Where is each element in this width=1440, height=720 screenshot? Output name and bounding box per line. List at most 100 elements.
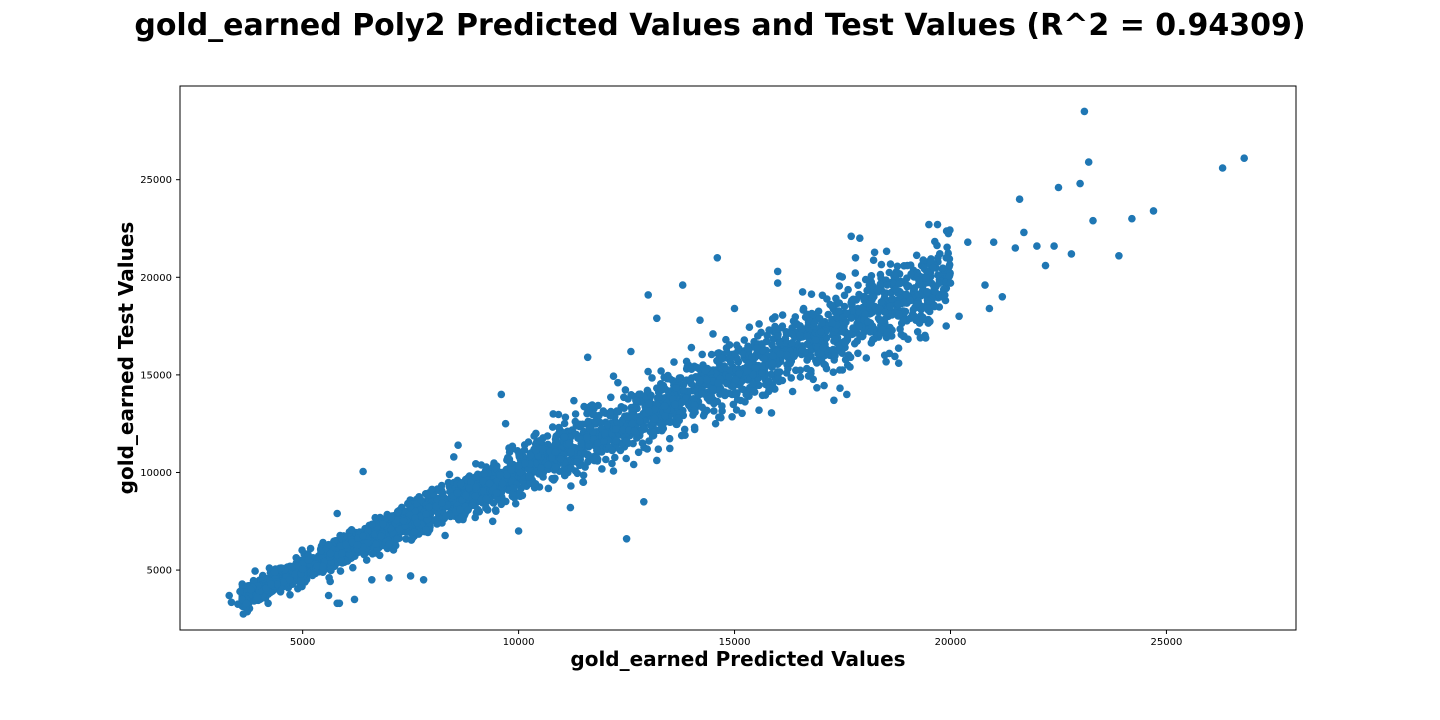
scatter-point — [707, 350, 716, 359]
scatter-point — [923, 288, 931, 296]
scatter-point — [915, 290, 924, 299]
scatter-point — [813, 359, 821, 367]
scatter-point — [666, 444, 674, 453]
scatter-point-outlier — [1033, 242, 1041, 250]
scatter-point-outlier — [817, 328, 825, 336]
scatter-point-outlier — [566, 503, 575, 512]
scatter-point — [888, 295, 896, 303]
scatter-point — [930, 302, 939, 311]
scatter-point-outlier — [251, 567, 259, 575]
scatter-point-outlier — [1020, 228, 1028, 237]
scatter-point — [607, 393, 615, 402]
scatter-point — [796, 373, 805, 381]
scatter-point — [792, 366, 800, 375]
scatter-point — [883, 328, 891, 337]
scatter-point-outlier — [419, 576, 428, 584]
scatter-point — [785, 359, 794, 367]
scatter-point-outlier — [955, 312, 963, 321]
scatter-point-outlier — [722, 335, 730, 344]
scatter-point — [718, 402, 726, 410]
scatter-point — [732, 406, 741, 414]
scatter-point-outlier — [856, 234, 864, 242]
scatter-point-outlier — [514, 527, 523, 535]
scatter-point — [891, 285, 900, 294]
scatter-point — [935, 279, 943, 288]
y-tick-label: 10000 — [140, 468, 172, 479]
scatter-point-outlier — [532, 429, 540, 438]
scatter-point — [798, 288, 807, 296]
scatter-point — [690, 406, 699, 415]
scatter-point — [567, 448, 575, 457]
scatter-point — [629, 460, 638, 469]
scatter-point — [913, 300, 922, 308]
scatter-point — [698, 350, 706, 359]
scatter-point — [645, 399, 653, 408]
scatter-point — [306, 544, 315, 553]
scatter-point — [847, 314, 855, 322]
scatter-point-outlier — [730, 304, 739, 313]
scatter-point — [525, 472, 533, 481]
scatter-point — [594, 439, 602, 447]
scatter-point-outlier — [277, 564, 285, 572]
scatter-point-outlier — [225, 591, 233, 600]
scatter-point-outlier — [622, 535, 631, 543]
scatter-point — [782, 328, 790, 336]
scatter-point — [845, 330, 853, 338]
scatter-point — [326, 549, 335, 558]
scatter-point — [698, 389, 706, 398]
scatter-point — [654, 445, 663, 454]
scatter-point-outlier — [471, 492, 480, 500]
scatter-point — [758, 340, 766, 348]
scatter-point — [894, 344, 903, 353]
scatter-point — [803, 356, 811, 364]
y-axis-label: gold_earned Test Values — [114, 222, 138, 495]
scatter-point-outlier — [1011, 244, 1020, 252]
scatter-point — [456, 505, 464, 514]
scatter-point — [368, 520, 377, 529]
scatter-point-outlier — [773, 267, 782, 276]
scatter-point-outlier — [333, 509, 342, 518]
scatter-point — [632, 396, 640, 405]
scatter-point — [643, 445, 651, 453]
scatter-point-outlier — [1240, 154, 1248, 162]
scatter-point — [525, 479, 534, 488]
scatter-point — [882, 247, 891, 256]
scatter-point — [790, 352, 798, 361]
scatter-point — [336, 531, 344, 540]
scatter-point — [721, 388, 729, 396]
scatter-point — [538, 445, 547, 453]
x-tick-label: 10000 — [503, 637, 535, 648]
scatter-point — [778, 376, 787, 385]
scatter-point-outlier — [821, 361, 829, 369]
scatter-point — [936, 250, 944, 258]
scatter-point — [778, 311, 787, 319]
scatter-point — [796, 330, 805, 339]
scatter-point — [408, 534, 417, 542]
x-tick-label: 20000 — [935, 637, 967, 648]
scatter-point — [643, 386, 652, 395]
scatter-point — [860, 293, 869, 301]
scatter-point — [325, 574, 333, 582]
scatter-point — [831, 335, 839, 344]
scatter-point — [713, 349, 722, 358]
scatter-point — [813, 343, 822, 351]
scatter-point — [479, 487, 488, 495]
scatter-point — [803, 310, 811, 319]
scatter-point — [379, 520, 387, 528]
scatter-point — [922, 273, 930, 282]
scatter-point — [464, 506, 473, 514]
scatter-point — [882, 358, 890, 366]
scatter-point-outlier — [1076, 179, 1084, 188]
scatter-point — [482, 494, 491, 503]
scatter-point — [584, 417, 592, 426]
scatter-point-outlier — [393, 507, 402, 516]
scatter-point — [889, 279, 898, 288]
scatter-point — [695, 376, 704, 384]
scatter-point — [607, 407, 615, 416]
scatter-point — [677, 431, 686, 440]
scatter-point-outlier — [916, 334, 925, 342]
scatter-point — [819, 343, 827, 352]
scatter-point-outlier — [1080, 107, 1089, 116]
scatter-point — [608, 446, 616, 455]
scatter-point — [492, 507, 500, 515]
